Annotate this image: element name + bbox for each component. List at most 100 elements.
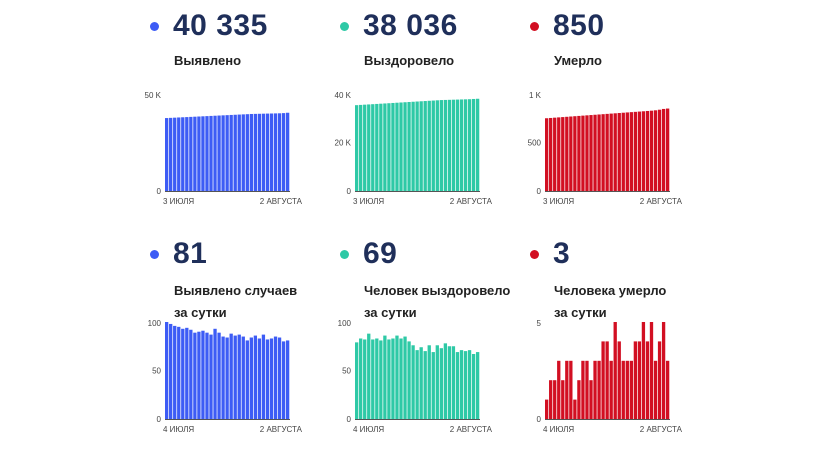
- x-tick-label: 4 ИЮЛЯ: [163, 425, 194, 434]
- bar: [589, 115, 593, 191]
- bar: [459, 99, 464, 191]
- stat-label-line: за сутки: [174, 305, 227, 320]
- bar: [467, 99, 472, 191]
- bar: [177, 326, 181, 419]
- y-tick-label: 50: [342, 367, 351, 376]
- stat-label-line: Умерло: [554, 53, 602, 68]
- stat-label-line: за сутки: [364, 305, 417, 320]
- bar: [269, 338, 274, 419]
- legend-dot-icon: [340, 249, 349, 259]
- bar: [451, 99, 456, 191]
- bar: [589, 380, 593, 419]
- bar: [403, 102, 407, 191]
- bar: [387, 103, 391, 191]
- bar: [165, 322, 169, 419]
- bar: [407, 102, 411, 191]
- bar: [427, 100, 431, 191]
- y-tick-label: 0: [157, 415, 162, 424]
- bar: [633, 341, 638, 419]
- bar: [407, 341, 411, 419]
- bar: [261, 113, 266, 191]
- bar: [545, 118, 549, 191]
- stat-row: 3: [530, 236, 570, 272]
- bar: [253, 335, 258, 419]
- bar: [193, 116, 197, 191]
- bar: [439, 348, 443, 419]
- bar: [237, 334, 241, 419]
- bar-chart: 5 04 ИЮЛЯ 2 АВГУСТА: [537, 319, 683, 434]
- bar-chart: 50 K 03 ИЮЛЯ 2 АВГУСТА: [145, 91, 303, 206]
- bar: [645, 110, 650, 191]
- bar: [427, 345, 431, 419]
- bar: [653, 360, 658, 419]
- bar: [471, 354, 476, 419]
- bar: [169, 117, 173, 191]
- stat-label: Выздоровело: [364, 50, 454, 72]
- bar: [257, 338, 262, 419]
- stat-label: Выявлено: [174, 50, 241, 72]
- bar: [233, 114, 237, 191]
- bar: [193, 332, 197, 419]
- bar: [269, 113, 274, 191]
- bar: [355, 105, 359, 191]
- bar: [399, 102, 403, 191]
- x-tick-label: 2 АВГУСТА: [640, 425, 683, 434]
- bar: [229, 114, 233, 191]
- bar: [213, 328, 217, 419]
- bar: [443, 343, 448, 419]
- x-tick-label: 3 ИЮЛЯ: [543, 197, 574, 206]
- bar: [257, 113, 262, 191]
- bar: [657, 109, 662, 191]
- stat-label-line: Выздоровело: [364, 53, 455, 68]
- bar: [545, 399, 549, 419]
- bar: [557, 117, 561, 191]
- bar: [597, 360, 601, 419]
- stat-label: Умерло: [554, 50, 602, 72]
- x-tick-label: 2 АВГУСТА: [450, 425, 493, 434]
- bar: [569, 360, 573, 419]
- stat-value: 69: [363, 237, 398, 270]
- bar: [371, 339, 375, 419]
- bar: [629, 360, 633, 419]
- bar: [641, 322, 646, 419]
- bar: [403, 336, 407, 419]
- bar: [367, 104, 371, 191]
- bar: [387, 339, 391, 419]
- stat-row: 850: [530, 8, 605, 44]
- stat-label-line: Человека умерло: [554, 283, 667, 298]
- bar: [189, 116, 193, 191]
- bar: [217, 115, 221, 191]
- legend-dot-icon: [340, 21, 349, 31]
- bar: [561, 117, 565, 191]
- bar: [665, 108, 670, 191]
- bar: [213, 115, 217, 191]
- stat-label-line: за сутки: [554, 305, 607, 320]
- bar: [165, 118, 169, 191]
- bar: [459, 350, 464, 419]
- bar: [173, 325, 177, 419]
- x-tick-label: 2 АВГУСТА: [450, 197, 493, 206]
- bar: [625, 112, 629, 191]
- bar: [237, 114, 241, 191]
- bar: [423, 101, 427, 191]
- bar: [363, 339, 367, 419]
- bar: [379, 340, 383, 419]
- bar: [245, 114, 249, 191]
- bar: [245, 340, 249, 419]
- bar-chart: 100 50 04 ИЮЛЯ 2 АВГУСТА: [148, 319, 303, 434]
- bar: [261, 334, 266, 419]
- bar: [363, 104, 367, 191]
- bar: [447, 99, 452, 191]
- bar: [265, 113, 270, 191]
- bar: [205, 332, 209, 419]
- bar: [229, 333, 233, 419]
- bar: [653, 110, 658, 191]
- bar: [181, 117, 185, 191]
- bar: [597, 114, 601, 191]
- y-tick-label: 1 K: [529, 91, 542, 100]
- bar-chart: 40 K 20 K 03 ИЮЛЯ 2 АВГУСТА: [335, 91, 493, 206]
- y-tick-label: 100: [148, 319, 162, 328]
- y-tick-label: 100: [338, 319, 352, 328]
- bar: [185, 117, 189, 191]
